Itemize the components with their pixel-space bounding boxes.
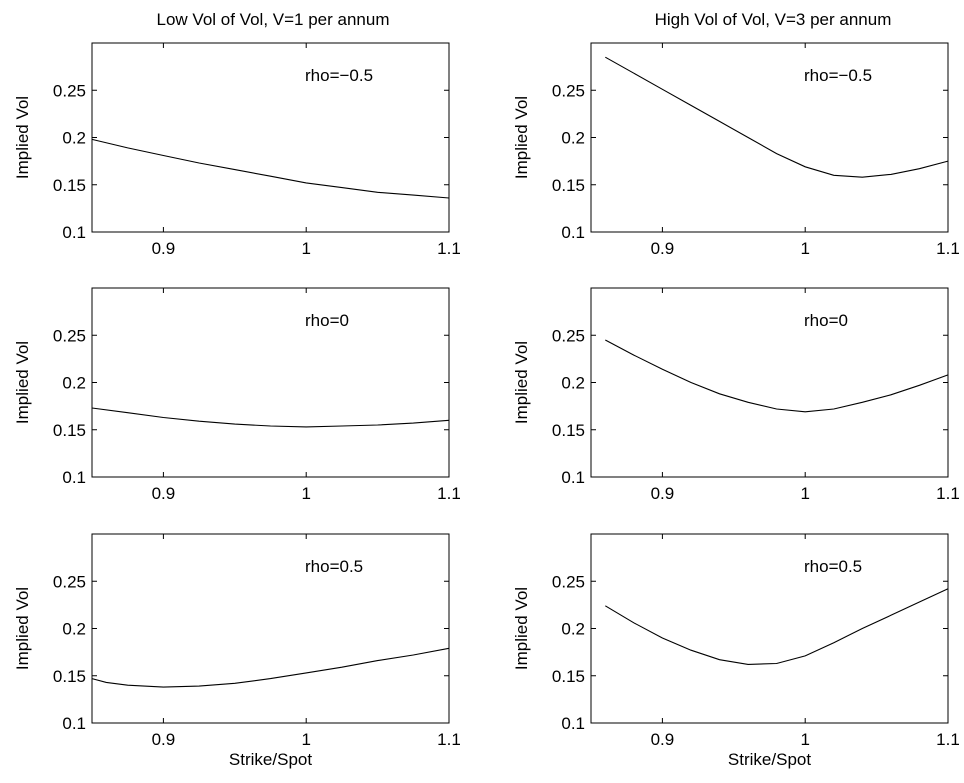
implied-vol-line [91, 407, 450, 428]
x-tick-label: 0.9 [152, 730, 176, 749]
y-tick-label: 0.2 [561, 620, 585, 639]
y-axis-label: Implied Vol [13, 96, 32, 179]
plot-frame [91, 533, 450, 724]
subplot-5: 0.9 1 1.1 0.1 0.15 0.2 0.25 Implied Vol rho=0 [512, 287, 960, 503]
subplot-3: 0.9 1 1.1 0.1 0.15 0.2 0.25 Implied Vol Strike/S… [13, 533, 461, 769]
x-tick-label: 1.1 [437, 239, 461, 258]
implied-vol-line [605, 56, 949, 178]
column-title-left: Low Vol of Vol, V=1 per annum [157, 10, 390, 29]
y-axis-label: Implied Vol [13, 587, 32, 670]
y-axis-label: Implied Vol [512, 341, 531, 424]
subplot-2: 0.9 1 1.1 0.1 0.15 0.2 0.25 Implied Vol rho=0 [13, 287, 461, 503]
y-tick-label: 0.25 [552, 81, 585, 100]
x-tick-label: 1 [301, 239, 310, 258]
implied-vol-line [91, 647, 450, 688]
subplot-1: 0.9 1 1.1 0.1 0.15 0.2 0.25 Implied Vol rho=−0.5 [13, 42, 461, 258]
y-tick-label: 0.2 [62, 374, 86, 393]
rho-annotation: rho=−0.5 [305, 66, 373, 85]
x-tick-label: 1.1 [437, 484, 461, 503]
x-tick-label: 1 [800, 239, 809, 258]
x-tick-label: 0.9 [152, 239, 176, 258]
rho-annotation: rho=0 [804, 311, 848, 330]
y-tick-label: 0.25 [552, 572, 585, 591]
x-tick-label: 1 [800, 484, 809, 503]
y-tick-label: 0.1 [62, 223, 86, 242]
implied-vol-line [605, 588, 949, 665]
y-tick-label: 0.15 [552, 667, 585, 686]
x-tick-label: 1 [800, 730, 809, 749]
y-tick-label: 0.25 [552, 326, 585, 345]
column-title-right: High Vol of Vol, V=3 per annum [655, 10, 892, 29]
x-tick-label: 1.1 [936, 239, 960, 258]
rho-annotation: rho=0.5 [305, 557, 363, 576]
x-tick-label: 1 [301, 730, 310, 749]
y-tick-label: 0.1 [62, 714, 86, 733]
x-tick-label: 1.1 [936, 730, 960, 749]
rho-annotation: rho=−0.5 [804, 66, 872, 85]
x-tick-label: 1.1 [936, 484, 960, 503]
y-tick-label: 0.15 [552, 421, 585, 440]
x-axis-label: Strike/Spot [728, 750, 811, 769]
implied-vol-line [605, 339, 949, 413]
plot-frame [91, 287, 450, 478]
y-tick-label: 0.15 [53, 421, 86, 440]
y-tick-label: 0.15 [53, 667, 86, 686]
y-axis-label: Implied Vol [512, 587, 531, 670]
subplot-6: 0.9 1 1.1 0.1 0.15 0.2 0.25 Implied Vol Strike/S… [512, 533, 960, 769]
x-tick-label: 1 [301, 484, 310, 503]
y-tick-label: 0.1 [561, 468, 585, 487]
subplot-4: 0.9 1 1.1 0.1 0.15 0.2 0.25 Implied Vol rho=−0.5 [512, 42, 960, 258]
x-tick-label: 0.9 [152, 484, 176, 503]
y-tick-label: 0.2 [62, 129, 86, 148]
x-tick-label: 1.1 [437, 730, 461, 749]
y-tick-label: 0.15 [53, 176, 86, 195]
plot-frame [91, 42, 450, 233]
y-tick-label: 0.25 [53, 81, 86, 100]
y-tick-label: 0.1 [561, 223, 585, 242]
y-tick-label: 0.2 [561, 374, 585, 393]
plot-frame [590, 42, 949, 233]
plot-frame [590, 287, 949, 478]
x-tick-label: 0.9 [651, 484, 675, 503]
implied-vol-line [91, 138, 450, 199]
y-axis-label: Implied Vol [512, 96, 531, 179]
y-tick-label: 0.25 [53, 326, 86, 345]
x-tick-label: 0.9 [651, 239, 675, 258]
panels-group: 0.9 1 1.1 0.1 0.15 0.2 0.25 Implied Vol rho=−0.5… [13, 42, 960, 769]
rho-annotation: rho=0 [305, 311, 349, 330]
x-axis-label: Strike/Spot [229, 750, 312, 769]
x-tick-label: 0.9 [651, 730, 675, 749]
y-axis-label: Implied Vol [13, 341, 32, 424]
y-tick-label: 0.25 [53, 572, 86, 591]
y-tick-label: 0.1 [62, 468, 86, 487]
y-tick-label: 0.1 [561, 714, 585, 733]
y-tick-label: 0.2 [561, 129, 585, 148]
y-tick-label: 0.15 [552, 176, 585, 195]
y-tick-label: 0.2 [62, 620, 86, 639]
rho-annotation: rho=0.5 [804, 557, 862, 576]
